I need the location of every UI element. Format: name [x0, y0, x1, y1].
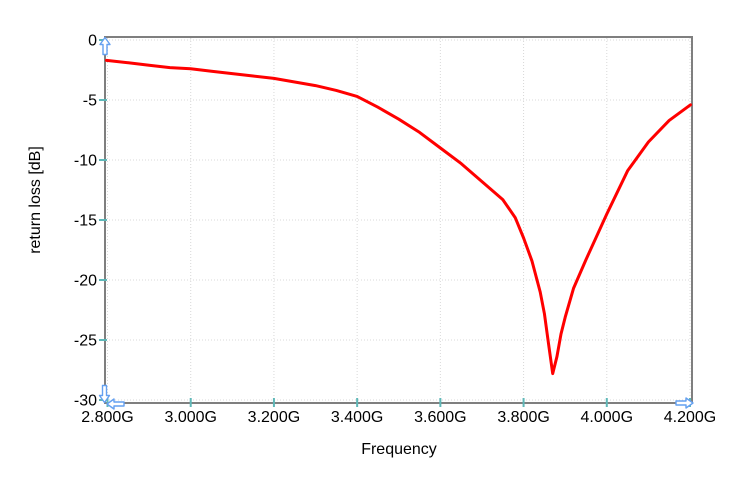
x-tick-label: 3.600G: [414, 409, 466, 426]
x-tick-label: 3.000G: [164, 409, 216, 426]
y-tick-label: -15: [74, 213, 97, 230]
y-tick-label: -5: [83, 93, 97, 110]
scroll-left-arrow-icon[interactable]: [106, 398, 125, 410]
y-tick-label: -20: [74, 273, 97, 290]
scroll-down-arrow-icon[interactable]: [98, 384, 111, 404]
y-tick-label: -10: [74, 153, 97, 170]
scroll-up-arrow-icon[interactable]: [99, 36, 111, 56]
x-tick-label: 4.000G: [581, 409, 633, 426]
x-tick-label: 3.400G: [331, 409, 383, 426]
y-axis-title: return loss [dB]: [27, 146, 44, 254]
y-tick-label: 0: [88, 33, 97, 50]
x-tick-label: 4.200G: [664, 409, 716, 426]
x-tick-label: 2.800G: [81, 409, 133, 426]
x-tick-label: 3.200G: [248, 409, 300, 426]
y-tick-label: -30: [74, 393, 97, 410]
x-tick-label: 3.800G: [497, 409, 549, 426]
x-axis-title: Frequency: [361, 441, 437, 458]
scroll-right-arrow-icon[interactable]: [675, 397, 694, 409]
return-loss-curve[interactable]: [105, 58, 692, 376]
y-tick-label: -25: [74, 333, 97, 350]
